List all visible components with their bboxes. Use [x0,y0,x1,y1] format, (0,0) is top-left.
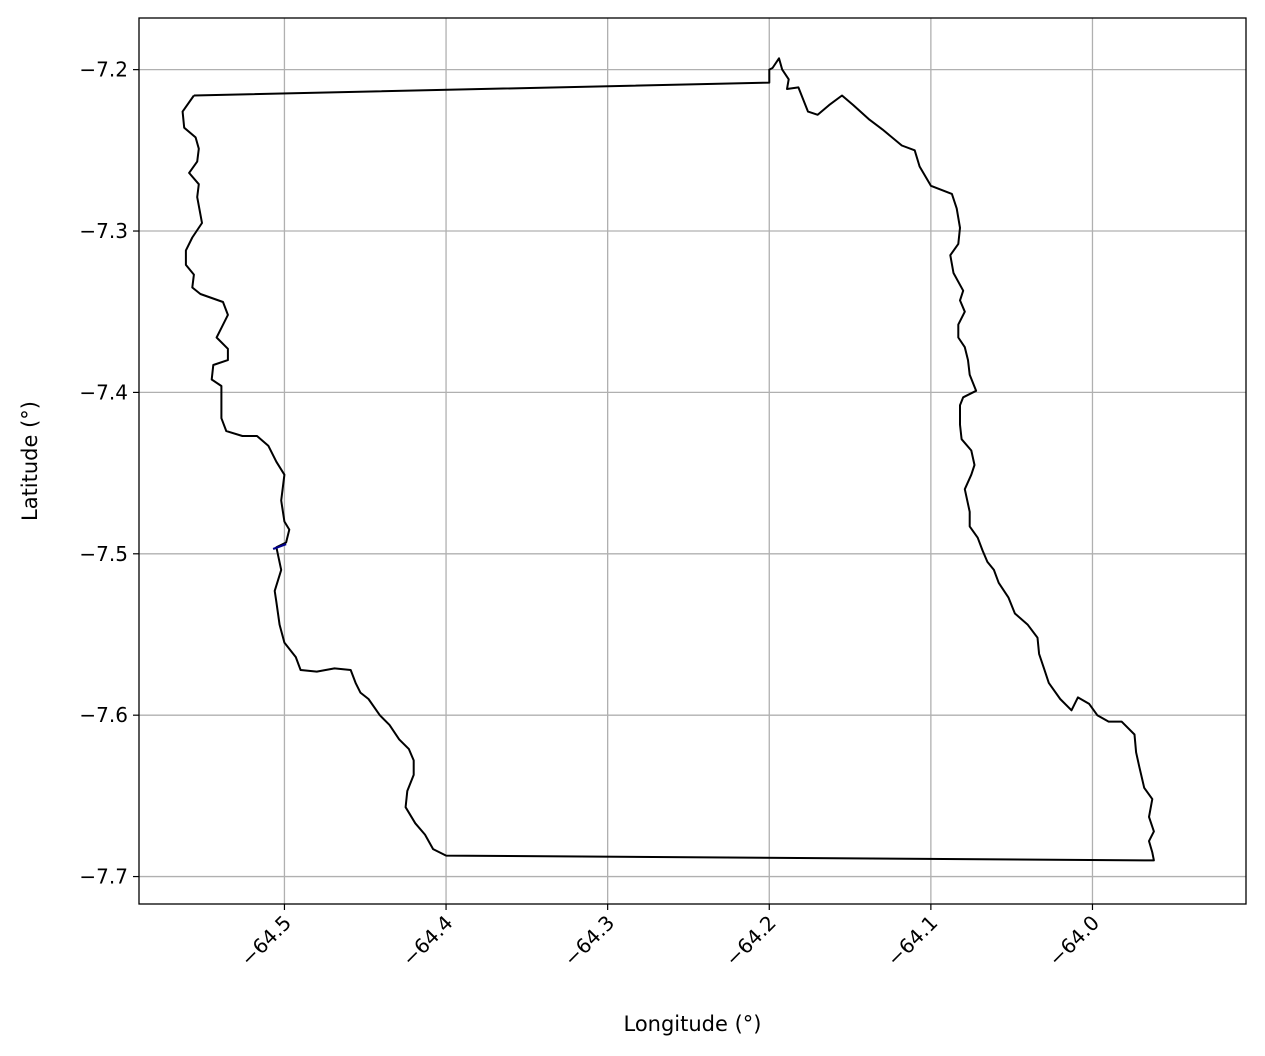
y-tick-label: −7.3 [79,219,128,243]
x-tick-label: −64.3 [559,911,619,971]
y-tick-label: −7.2 [79,58,128,82]
x-axis-ticks: −64.5 −64.4 −64.3 −64.2 −64.1 −64.0 [236,904,1104,971]
x-tick-label: −64.2 [720,911,780,971]
x-tick-label: −64.1 [882,911,942,971]
x-tick-label: −64.0 [1044,911,1104,971]
region-boundary [181,57,1155,862]
plot-frame [138,17,1247,905]
x-tick-label: −64.4 [397,911,457,971]
grid-lines [139,18,1246,904]
y-tick-label: −7.4 [79,380,128,404]
y-axis-ticks: −7.2 −7.3 −7.4 −7.5 −7.6 −7.7 [79,58,139,889]
y-tick-label: −7.6 [79,703,128,727]
y-tick-label: −7.7 [79,865,128,889]
region-outline-layer [181,57,1155,862]
x-tick-label: −64.5 [236,911,296,971]
x-axis-label: Longitude (°) [623,1012,761,1036]
y-tick-label: −7.5 [79,542,128,566]
y-axis-label: Latitude (°) [18,401,42,521]
boundary-highlight-segment [272,543,287,551]
